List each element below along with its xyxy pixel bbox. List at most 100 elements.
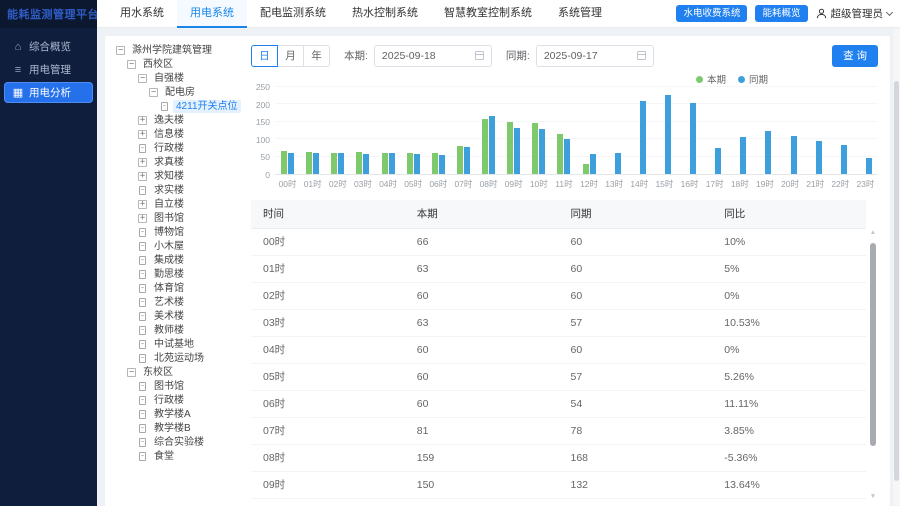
collapse-icon[interactable]: −	[127, 58, 136, 69]
tree-item[interactable]: − 滁州学院建筑管理	[115, 43, 239, 57]
expand-icon[interactable]: +	[138, 114, 147, 125]
table-row[interactable]: 04时 60 60 0%	[251, 336, 866, 364]
table-scroll-thumb[interactable]	[870, 243, 876, 447]
page-scroll-thumb[interactable]	[894, 81, 899, 482]
compare-period-input[interactable]: 2025-09-17	[535, 44, 654, 67]
tree-item[interactable]: 行政楼	[115, 393, 239, 407]
granularity-button[interactable]: 日	[251, 44, 278, 67]
nav-tab[interactable]: 智慧教室控制系统	[444, 6, 532, 19]
tree-item[interactable]: 教师楼	[115, 323, 239, 337]
tree-item[interactable]: 求实楼	[115, 183, 239, 197]
table-row[interactable]: 01时 63 60 5%	[251, 255, 866, 283]
tree-item[interactable]: 博物馆	[115, 225, 239, 239]
legend-item[interactable]: 同期	[737, 72, 768, 86]
tree-item[interactable]: − 配电房	[115, 85, 239, 99]
bar-compare	[313, 153, 320, 174]
tree-item[interactable]: 中试基地	[115, 337, 239, 351]
sidebar-item[interactable]: ⌂ 综合概览	[4, 36, 93, 57]
tree-item[interactable]: 勤思楼	[115, 267, 239, 281]
expand-icon[interactable]: +	[138, 198, 147, 209]
sidebar-item[interactable]: ▦ 用电分析	[4, 82, 93, 103]
nav-tab[interactable]: 热水控制系统	[352, 6, 418, 19]
tree-item[interactable]: 食堂	[115, 449, 239, 463]
expand-icon[interactable]: +	[138, 128, 147, 139]
tree-item[interactable]: + 图书馆	[115, 211, 239, 225]
tree-item[interactable]: 小木屋	[115, 239, 239, 253]
header-action-button[interactable]: 水电收费系统	[676, 5, 748, 22]
bar-compare	[840, 145, 847, 174]
tree-item[interactable]: + 信息楼	[115, 127, 239, 141]
tree-item[interactable]: + 求知楼	[115, 169, 239, 183]
tree-item[interactable]: − 自强楼	[115, 71, 239, 85]
nav-tab[interactable]: 系统管理	[558, 6, 602, 19]
x-axis-label: 07时	[454, 179, 473, 189]
collapse-icon[interactable]: −	[127, 366, 136, 377]
table-cell: 00时	[251, 228, 405, 256]
y-axis-tick: 0	[265, 170, 270, 180]
tree-item[interactable]: 北苑运动场	[115, 351, 239, 365]
tree-item[interactable]: 综合实验楼	[115, 435, 239, 449]
collapse-icon[interactable]: −	[116, 44, 125, 55]
table-scroll-track[interactable]	[868, 238, 878, 492]
tree-item[interactable]: 4211开关点位	[115, 99, 241, 113]
table-row[interactable]: 05时 60 57 5.26%	[251, 363, 866, 391]
bar-compare	[413, 154, 420, 174]
current-period-input[interactable]: 2025-09-18	[373, 44, 492, 67]
sidebar-item-label: 用电分析	[29, 87, 71, 99]
bar-group	[677, 87, 702, 174]
bar-group	[476, 87, 501, 174]
table-cell: 66	[404, 228, 559, 256]
x-axis-label: 12时	[580, 179, 599, 189]
tree-item[interactable]: 艺术楼	[115, 295, 239, 309]
legend-item[interactable]: 本期	[695, 72, 726, 86]
tree-item[interactable]: 行政楼	[115, 141, 239, 155]
sidebar-item[interactable]: ≡ 用电管理	[4, 59, 93, 80]
bar-compare	[790, 136, 797, 174]
user-menu[interactable]: 超级管理员	[816, 6, 894, 21]
x-axis-label: 02时	[328, 179, 347, 189]
expand-icon[interactable]: +	[138, 170, 147, 181]
tree-item[interactable]: 美术楼	[115, 309, 239, 323]
current-period-label: 本期:	[344, 50, 368, 62]
tree-item[interactable]: 教学楼A	[115, 407, 239, 421]
table-row[interactable]: 09时 150 132 13.64%	[251, 471, 866, 499]
table-row[interactable]: 00时 66 60 10%	[251, 228, 866, 256]
gridline	[275, 138, 878, 140]
tree-item[interactable]: + 求真楼	[115, 155, 239, 169]
nav-tab[interactable]: 用水系统	[120, 6, 164, 19]
page-scrollbar[interactable]	[893, 29, 900, 505]
tree-item[interactable]: 体育馆	[115, 281, 239, 295]
table-row[interactable]: 08时 159 168 -5.36%	[251, 444, 866, 472]
table-row[interactable]: 03时 63 57 10.53%	[251, 309, 866, 337]
bar-compare	[463, 146, 470, 174]
tree-item[interactable]: + 自立楼	[115, 197, 239, 211]
table-cell: 81	[404, 417, 559, 445]
granularity-button[interactable]: 年	[303, 44, 330, 67]
tree-item[interactable]: 教学楼B	[115, 421, 239, 435]
expand-icon[interactable]: +	[138, 212, 147, 223]
collapse-icon[interactable]: −	[138, 72, 147, 83]
table-row[interactable]: 02时 60 60 0%	[251, 282, 866, 310]
document-icon	[139, 227, 146, 237]
nav-tab[interactable]: 配电监测系统	[260, 6, 326, 19]
scroll-down-icon[interactable]: ▼	[869, 493, 877, 500]
document-icon	[139, 283, 146, 293]
expand-icon[interactable]: +	[138, 156, 147, 167]
table-cell: 63	[404, 255, 559, 283]
scroll-up-icon[interactable]: ▲	[869, 229, 877, 236]
tree-item[interactable]: − 东校区	[115, 365, 239, 379]
tree-item[interactable]: 图书馆	[115, 379, 239, 393]
granularity-button[interactable]: 月	[277, 44, 304, 67]
bar-current	[381, 153, 388, 174]
tree-item[interactable]: + 逸夫楼	[115, 113, 239, 127]
tree-item[interactable]: − 西校区	[115, 57, 239, 71]
nav-tab[interactable]: 用电系统	[177, 0, 247, 28]
query-button[interactable]: 查 询	[832, 44, 878, 67]
table-row[interactable]: 06时 60 54 11.11%	[251, 390, 866, 418]
tree-item[interactable]: 集成楼	[115, 253, 239, 267]
header-action-button[interactable]: 能耗概览	[755, 5, 808, 22]
table-cell: 60	[558, 255, 713, 283]
table-row[interactable]: 07时 81 78 3.85%	[251, 417, 866, 445]
sidebar-menu: ⌂ 综合概览 ≡ 用电管理 ▦ 用电分析	[0, 28, 97, 103]
collapse-icon[interactable]: −	[149, 86, 158, 97]
